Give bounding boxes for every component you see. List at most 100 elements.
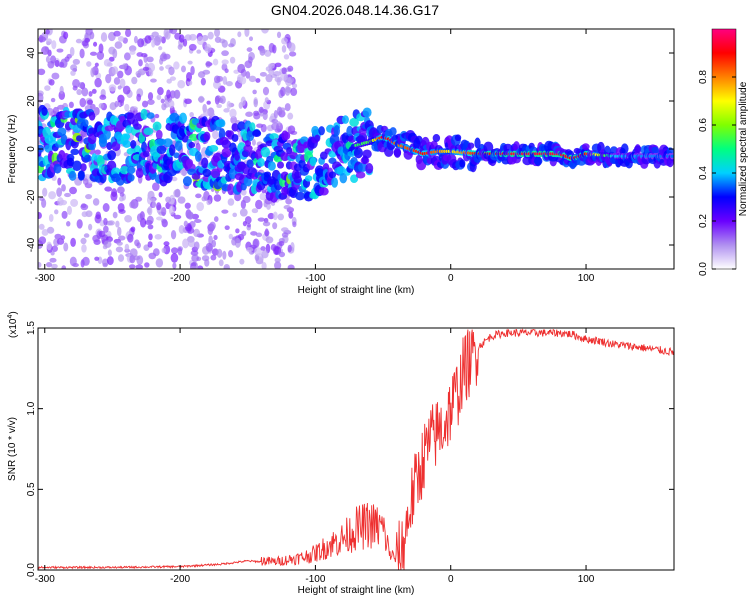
heatmap-noise-cell	[237, 31, 242, 38]
heatmap-noise-cell	[88, 90, 93, 97]
heatmap-noise-cell	[50, 250, 55, 256]
heatmap-cell	[191, 173, 201, 180]
heatmap-noise-cell	[68, 101, 74, 109]
heatmap-noise-cell	[144, 35, 152, 44]
heatmap-noise-cell	[218, 259, 224, 267]
heatmap-cell	[221, 147, 232, 158]
heatmap-cell	[188, 141, 196, 149]
heatmap-noise-cell	[268, 68, 275, 75]
heatmap-noise-cell	[192, 261, 197, 267]
heatmap-noise-cell	[284, 85, 291, 96]
snr-line-layer	[38, 328, 674, 570]
heatmap-noise-cell	[215, 95, 222, 102]
y-tick-label: 20	[26, 95, 37, 107]
heatmap-noise-cell	[63, 31, 69, 40]
heatmap-noise-cell	[246, 223, 251, 228]
heatmap-noise-cell	[258, 106, 264, 114]
heatmap-noise-cell	[213, 194, 222, 202]
heatmap-noise-cell	[291, 83, 298, 89]
heatmap-cell	[246, 159, 254, 169]
heatmap-cell	[140, 108, 148, 120]
heatmap-cell	[318, 187, 329, 196]
heatmap-noise-cell	[241, 230, 247, 237]
heatmap-cell	[221, 139, 232, 149]
heatmap-noise-cell	[129, 49, 136, 55]
snr-x-label: Height of straight line (km)	[298, 585, 415, 596]
heatmap-noise-cell	[38, 211, 42, 220]
heatmap-noise-cell	[216, 248, 223, 258]
heatmap-noise-cell	[75, 38, 83, 44]
heatmap-cell	[203, 131, 211, 142]
snr-y-axis: 0.0 0.5 1.0 1.5	[26, 321, 674, 577]
heatmap-noise-cell	[165, 196, 172, 203]
heatmap-noise-cell	[41, 228, 49, 236]
heatmap-noise-cell	[213, 216, 219, 223]
ridge-core-cell	[670, 154, 674, 158]
heatmap-noise-cell	[69, 256, 77, 267]
heatmap-noise-cell	[46, 241, 52, 251]
heatmap-noise-cell	[287, 112, 294, 120]
heatmap-noise-cell	[166, 89, 171, 99]
heatmap-noise-cell	[38, 261, 42, 268]
heatmap-noise-cell	[288, 211, 294, 219]
heatmap-noise-cell	[58, 90, 66, 100]
heatmap-noise-cell	[114, 100, 119, 108]
heatmap-noise-cell	[260, 246, 266, 251]
heatmap-cell	[218, 128, 226, 140]
heatmap-noise-cell	[146, 56, 154, 63]
heatmap-cell	[283, 131, 291, 140]
heatmap-noise-cell	[264, 97, 269, 103]
heatmap-noise-cell	[283, 54, 290, 60]
heatmap-noise-cell	[117, 85, 122, 90]
snr-x-axis: -300 -200 -100 0 100	[35, 328, 595, 585]
heatmap-cell	[318, 126, 325, 136]
y-tick-label: -20	[26, 189, 37, 204]
heatmap-cell	[246, 130, 255, 142]
colorbar-tick-label: 0.8	[698, 70, 709, 84]
heatmap-noise-cell	[189, 112, 194, 118]
heatmap-noise-cell	[183, 38, 188, 47]
heatmap-noise-cell	[117, 35, 125, 42]
heatmap-noise-cell	[119, 196, 124, 202]
heatmap-noise-cell	[88, 223, 93, 231]
heatmap-noise-cell	[281, 227, 289, 233]
heatmap-noise-cell	[264, 229, 270, 237]
snr-scale-exponent: 4	[7, 315, 14, 319]
heatmap-noise-cell	[147, 224, 154, 230]
heatmap-noise-cell	[271, 122, 280, 131]
y-tick-label: 40	[26, 47, 37, 59]
heatmap-noise-cell	[287, 264, 295, 269]
heatmap-cell	[389, 127, 397, 136]
heatmap-cell	[237, 121, 246, 132]
y-tick-label: 1.0	[26, 401, 37, 415]
heatmap-noise-cell	[257, 217, 266, 222]
heatmap-noise-cell	[158, 191, 163, 198]
heatmap-noise-cell	[184, 202, 191, 209]
heatmap-noise-cell	[207, 31, 214, 40]
spectrogram-y-axis: -40 -20 0 20 40	[26, 47, 674, 252]
y-tick-label: 0.0	[26, 563, 37, 577]
heatmap-noise-cell	[61, 184, 66, 192]
heatmap-noise-cell	[83, 233, 90, 238]
heatmap-noise-cell	[130, 226, 136, 233]
heatmap-noise-cell	[169, 76, 177, 81]
snr-series-line	[38, 328, 674, 570]
heatmap-cell	[280, 152, 290, 162]
heatmap-cell	[66, 157, 75, 167]
heatmap-noise-cell	[266, 202, 271, 210]
heatmap-noise-cell	[135, 70, 142, 77]
heatmap-cell	[314, 134, 321, 142]
heatmap-noise-cell	[228, 249, 234, 258]
heatmap-noise-cell	[96, 51, 105, 60]
x-tick-label: -100	[305, 273, 325, 284]
heatmap-noise-cell	[155, 35, 163, 43]
heatmap-noise-cell	[147, 92, 154, 101]
heatmap-noise-cell	[155, 258, 164, 268]
heatmap-noise-cell	[188, 240, 196, 248]
heatmap-noise-cell	[238, 63, 245, 70]
heatmap-noise-cell	[160, 98, 165, 104]
heatmap-noise-cell	[116, 241, 123, 246]
heatmap-cell	[269, 133, 279, 140]
heatmap-cell	[236, 181, 243, 193]
heatmap-noise-cell	[78, 82, 84, 89]
